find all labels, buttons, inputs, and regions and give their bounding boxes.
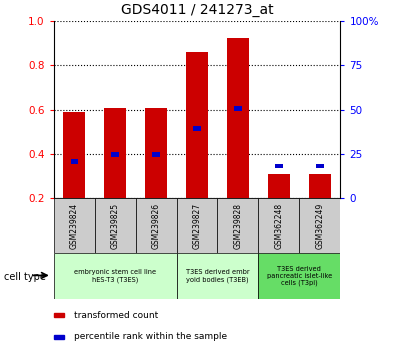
Text: GSM239828: GSM239828 xyxy=(234,203,242,249)
Bar xyxy=(54,335,64,339)
Bar xyxy=(54,253,177,299)
Bar xyxy=(299,198,340,253)
Bar xyxy=(258,253,340,299)
Bar xyxy=(63,112,86,198)
Bar xyxy=(95,198,136,253)
Bar xyxy=(145,108,167,198)
Text: GSM239824: GSM239824 xyxy=(70,202,79,249)
Bar xyxy=(186,52,208,198)
Bar xyxy=(308,174,331,198)
Text: GSM362249: GSM362249 xyxy=(315,202,324,249)
Title: GDS4011 / 241273_at: GDS4011 / 241273_at xyxy=(121,4,273,17)
Bar xyxy=(136,198,177,253)
Bar xyxy=(275,164,283,169)
Text: GSM239827: GSM239827 xyxy=(193,202,201,249)
Bar xyxy=(54,198,95,253)
Text: transformed count: transformed count xyxy=(74,311,158,320)
Bar xyxy=(234,106,242,111)
Bar xyxy=(267,174,290,198)
Bar xyxy=(258,198,299,253)
Bar xyxy=(70,159,78,164)
Bar xyxy=(177,253,258,299)
Text: T3ES derived
pancreatic islet-like
cells (T3pi): T3ES derived pancreatic islet-like cells… xyxy=(267,266,332,286)
Text: GSM239825: GSM239825 xyxy=(111,202,120,249)
Text: cell type: cell type xyxy=(4,272,46,282)
Text: T3ES derived embr
yoid bodies (T3EB): T3ES derived embr yoid bodies (T3EB) xyxy=(185,269,249,283)
Bar xyxy=(227,38,249,198)
Bar xyxy=(217,198,258,253)
Text: embryonic stem cell line
hES-T3 (T3ES): embryonic stem cell line hES-T3 (T3ES) xyxy=(74,269,156,283)
Bar xyxy=(316,164,324,169)
Bar xyxy=(152,153,160,157)
Text: percentile rank within the sample: percentile rank within the sample xyxy=(74,332,227,341)
Text: GSM362248: GSM362248 xyxy=(274,202,283,249)
Bar xyxy=(193,126,201,131)
Bar xyxy=(104,108,127,198)
Bar xyxy=(111,153,119,157)
Bar xyxy=(177,198,217,253)
Bar xyxy=(54,313,64,317)
Text: GSM239826: GSM239826 xyxy=(152,202,160,249)
